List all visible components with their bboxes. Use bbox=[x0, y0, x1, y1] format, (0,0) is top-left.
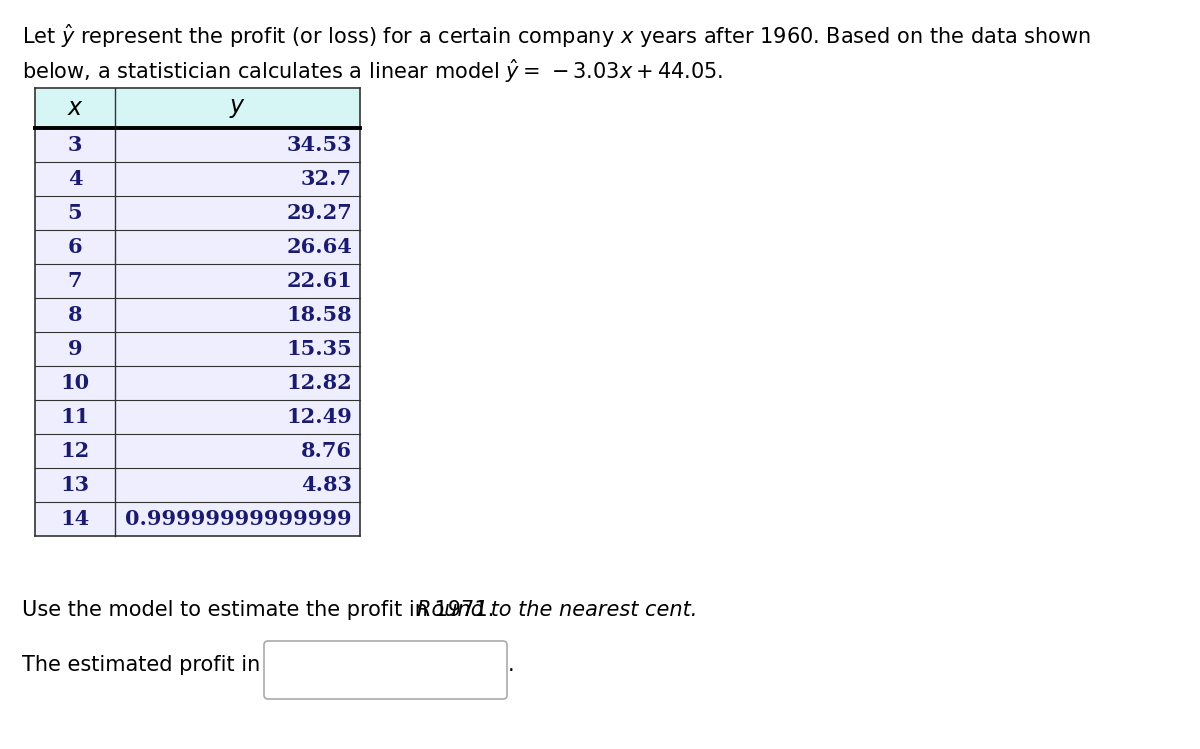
Text: 10: 10 bbox=[60, 373, 90, 393]
Text: 7: 7 bbox=[67, 271, 83, 291]
Text: 26.64: 26.64 bbox=[286, 237, 352, 257]
Text: 4: 4 bbox=[67, 169, 83, 189]
Bar bbox=[35, 332, 360, 366]
Text: 18.58: 18.58 bbox=[287, 305, 352, 325]
Text: 0.99999999999999: 0.99999999999999 bbox=[125, 509, 352, 529]
Bar bbox=[35, 366, 360, 400]
Text: 14: 14 bbox=[60, 509, 90, 529]
Text: 8.76: 8.76 bbox=[301, 441, 352, 461]
Text: 5: 5 bbox=[67, 203, 83, 223]
Bar bbox=[35, 434, 360, 468]
Text: Use the model to estimate the profit in 1971.: Use the model to estimate the profit in … bbox=[22, 600, 500, 620]
Text: 9: 9 bbox=[67, 339, 83, 359]
Text: 6: 6 bbox=[67, 237, 83, 257]
Bar bbox=[35, 88, 360, 128]
Text: Let $\hat{y}$ represent the profit (or loss) for a certain company $x$ years aft: Let $\hat{y}$ represent the profit (or l… bbox=[22, 22, 1091, 49]
Text: 11: 11 bbox=[60, 407, 90, 427]
Text: 8: 8 bbox=[67, 305, 83, 325]
FancyBboxPatch shape bbox=[264, 641, 508, 699]
Text: 13: 13 bbox=[60, 475, 90, 495]
Bar bbox=[35, 298, 360, 332]
Text: 29.27: 29.27 bbox=[287, 203, 352, 223]
Bar bbox=[35, 128, 360, 162]
Bar bbox=[35, 264, 360, 298]
Text: .: . bbox=[508, 655, 515, 675]
Text: 15.35: 15.35 bbox=[287, 339, 352, 359]
Text: The estimated profit in 1971 is $: The estimated profit in 1971 is $ bbox=[22, 655, 364, 675]
Bar bbox=[35, 502, 360, 536]
Text: $y$: $y$ bbox=[229, 96, 246, 120]
Text: 32.7: 32.7 bbox=[301, 169, 352, 189]
Bar bbox=[35, 230, 360, 264]
Text: $x$: $x$ bbox=[67, 96, 83, 120]
Text: Round to the nearest cent.: Round to the nearest cent. bbox=[418, 600, 697, 620]
Text: 4.83: 4.83 bbox=[301, 475, 352, 495]
Bar bbox=[35, 400, 360, 434]
Text: 12.82: 12.82 bbox=[287, 373, 352, 393]
Bar bbox=[35, 468, 360, 502]
Bar bbox=[35, 196, 360, 230]
Text: 12: 12 bbox=[60, 441, 90, 461]
Text: 22.61: 22.61 bbox=[286, 271, 352, 291]
Text: below, a statistician calculates a linear model $\hat{y} =\, -3.03x + 44.05$.: below, a statistician calculates a linea… bbox=[22, 57, 724, 85]
Bar bbox=[35, 162, 360, 196]
Text: 3: 3 bbox=[67, 135, 83, 155]
Text: 34.53: 34.53 bbox=[287, 135, 352, 155]
Text: 12.49: 12.49 bbox=[286, 407, 352, 427]
